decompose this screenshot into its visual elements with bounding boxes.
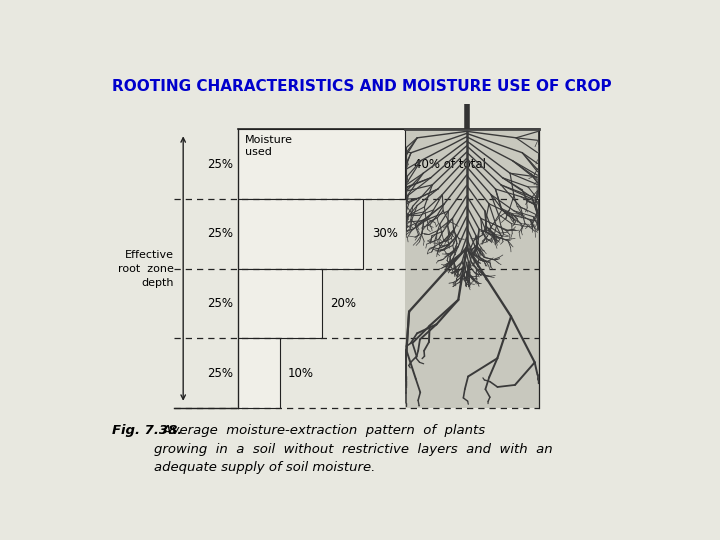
- Text: Moisture
used: Moisture used: [245, 136, 292, 157]
- Bar: [238, 338, 279, 408]
- Text: 25%: 25%: [207, 367, 233, 380]
- Text: 20%: 20%: [330, 297, 356, 310]
- Text: 40% of total: 40% of total: [413, 158, 485, 171]
- Text: Average  moisture-extraction  pattern  of  plants
growing  in  a  soil  without : Average moisture-extraction pattern of p…: [154, 424, 553, 475]
- Text: 25%: 25%: [207, 227, 233, 240]
- Text: 25%: 25%: [207, 297, 233, 310]
- Bar: [238, 268, 322, 338]
- Bar: [238, 199, 364, 268]
- Text: 30%: 30%: [372, 227, 397, 240]
- Text: Effective
root  zone
depth: Effective root zone depth: [118, 249, 174, 287]
- Text: ROOTING CHARACTERISTICS AND MOISTURE USE OF CROP: ROOTING CHARACTERISTICS AND MOISTURE USE…: [112, 79, 612, 94]
- Bar: [405, 129, 539, 408]
- Text: Fig. 7.38.: Fig. 7.38.: [112, 424, 183, 437]
- Bar: [238, 129, 405, 199]
- Text: 25%: 25%: [207, 158, 233, 171]
- Text: 10%: 10%: [288, 367, 314, 380]
